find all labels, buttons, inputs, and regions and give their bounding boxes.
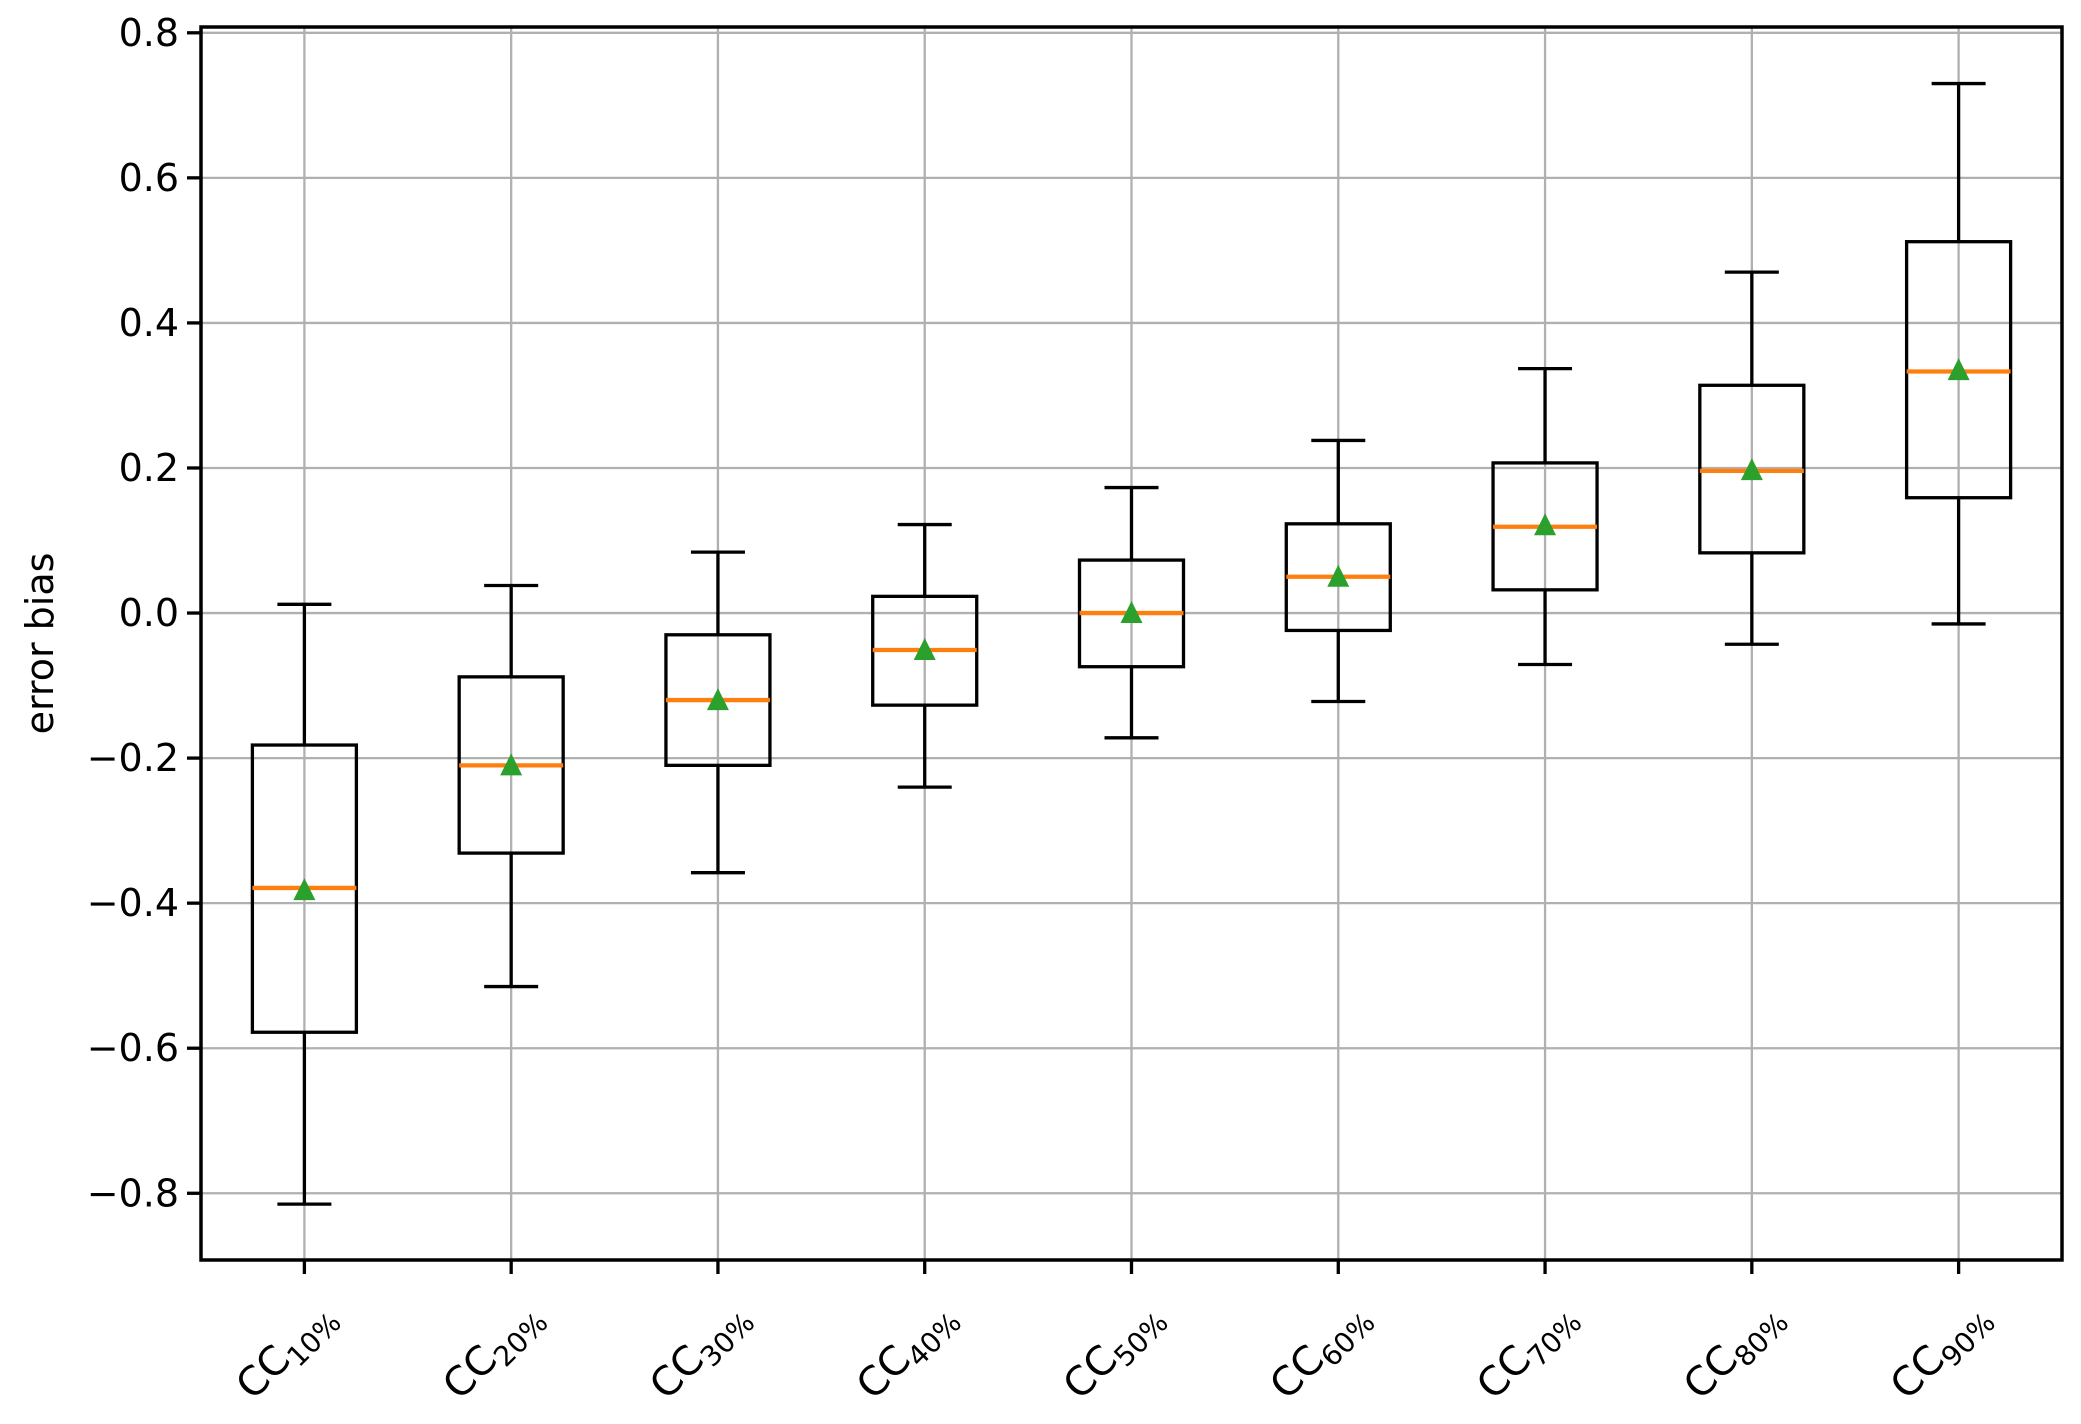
box-group-CC60% [1284, 438, 1392, 704]
ytick-label-3: 0.2 [119, 446, 179, 490]
mean-marker [1534, 513, 1557, 536]
mean-marker [1120, 601, 1143, 624]
box-group-CC10% [250, 602, 359, 1206]
box-group-CC80% [1698, 270, 1806, 646]
mean-marker [1740, 458, 1763, 481]
ytick-label-6: −0.4 [87, 881, 179, 925]
y-axis-label: error bias [18, 553, 62, 735]
mean-marker [1327, 564, 1350, 587]
box-group-CC50% [1077, 485, 1186, 740]
mean-marker [1947, 358, 1970, 381]
mean-marker [500, 753, 523, 776]
box-group-CC40% [871, 522, 979, 789]
mean-marker [293, 878, 316, 901]
box-group-CC90% [1904, 81, 2013, 626]
box-group-CC30% [664, 550, 772, 875]
ytick-label-5: −0.2 [87, 736, 179, 780]
ytick-label-0: 0.8 [119, 11, 179, 55]
ytick-label-1: 0.6 [119, 156, 179, 200]
box-group-CC70% [1491, 366, 1599, 667]
mean-marker [913, 638, 936, 661]
ytick-label-7: −0.6 [87, 1026, 179, 1070]
ytick-label-8: −0.8 [87, 1171, 179, 1215]
ytick-label-2: 0.4 [119, 301, 179, 345]
ytick-label-4: 0.0 [119, 591, 179, 635]
mean-marker [706, 688, 729, 711]
box-group-CC20% [457, 583, 565, 989]
